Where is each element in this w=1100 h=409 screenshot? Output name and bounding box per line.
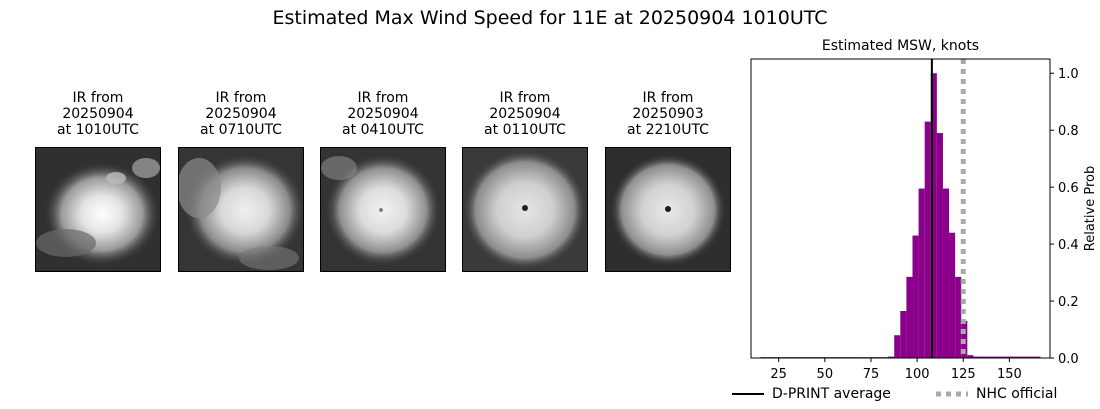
legend-nhc-label: NHC official xyxy=(976,386,1058,402)
histogram-bar xyxy=(936,133,943,358)
histogram-bar xyxy=(1009,356,1017,358)
ir-panel-3: IR from 20250904 at 0410UTC xyxy=(320,90,446,272)
legend-dprint: D-PRINT average xyxy=(732,386,891,402)
plot-frame xyxy=(750,58,1051,359)
histogram-bar xyxy=(979,356,986,358)
x-tick-label: 100 xyxy=(905,367,930,382)
ir-panel-5: IR from 20250903 at 2210UTC xyxy=(605,90,731,272)
x-tick-label: 25 xyxy=(770,367,787,382)
chart-title: Estimated MSW, knots xyxy=(822,38,979,54)
x-tick-label: 150 xyxy=(997,367,1022,382)
ir-satellite-image xyxy=(320,147,446,272)
histogram-bar xyxy=(949,232,956,358)
legend-nhc-swatch xyxy=(936,391,968,397)
histogram-bar xyxy=(888,356,895,358)
y-tick-label: 0.6 xyxy=(1058,181,1079,196)
ir-panel-caption: IR from 20250904 at 0710UTC xyxy=(200,90,282,138)
ir-panel-caption: IR from 20250904 at 0110UTC xyxy=(484,90,566,138)
histogram-bar xyxy=(906,276,913,358)
ir-satellite-image xyxy=(462,147,588,272)
ir-panel-4: IR from 20250904 at 0110UTC xyxy=(462,90,588,272)
histogram-bar xyxy=(997,356,1004,358)
histogram-bar xyxy=(967,355,974,358)
histogram-bar xyxy=(942,188,950,358)
ir-satellite-image xyxy=(605,147,731,272)
histogram-bar xyxy=(1028,356,1035,358)
legend-dprint-label: D-PRINT average xyxy=(772,386,891,402)
x-tick-label: 50 xyxy=(817,367,834,382)
y-axis-label: Relative Prob xyxy=(1083,166,1098,251)
histogram-bar xyxy=(918,188,925,358)
ir-panel-caption: IR from 20250904 at 0410UTC xyxy=(342,90,424,138)
histogram-bar xyxy=(1034,356,1041,358)
histogram-bar xyxy=(930,73,937,358)
y-tick-label: 1.0 xyxy=(1058,67,1079,82)
main-title: Estimated Max Wind Speed for 11E at 2025… xyxy=(272,7,828,29)
ir-panel-1: IR from 20250904 at 1010UTC xyxy=(35,90,161,272)
histogram-bar xyxy=(985,356,992,358)
y-tick-label: 0.2 xyxy=(1058,295,1079,310)
histogram-bar xyxy=(991,356,998,358)
ir-panel-caption: IR from 20250903 at 2210UTC xyxy=(627,90,709,138)
y-tick-label: 0.4 xyxy=(1058,238,1079,253)
y-tick-label: 0.8 xyxy=(1058,124,1079,139)
x-tick-label: 75 xyxy=(863,367,880,382)
x-tick-label: 125 xyxy=(951,367,976,382)
y-tick-label: 0.0 xyxy=(1058,352,1079,367)
legend-dprint-swatch xyxy=(732,393,764,395)
histogram-bar xyxy=(924,121,931,359)
ir-panel-caption: IR from 20250904 at 1010UTC xyxy=(57,90,139,138)
histogram-bar xyxy=(955,276,962,358)
histogram-bar xyxy=(912,235,919,358)
histogram-bar xyxy=(1022,356,1029,358)
histogram-bar xyxy=(973,356,980,358)
legend-nhc: NHC official xyxy=(936,386,1057,402)
ir-panel-2: IR from 20250904 at 0710UTC xyxy=(178,90,304,272)
histogram-bar xyxy=(894,335,901,358)
histogram-bar xyxy=(1016,356,1023,358)
histogram-bar xyxy=(1003,356,1010,358)
histogram-bar xyxy=(900,311,907,358)
ir-satellite-image xyxy=(178,147,304,272)
ir-satellite-image xyxy=(35,147,161,272)
